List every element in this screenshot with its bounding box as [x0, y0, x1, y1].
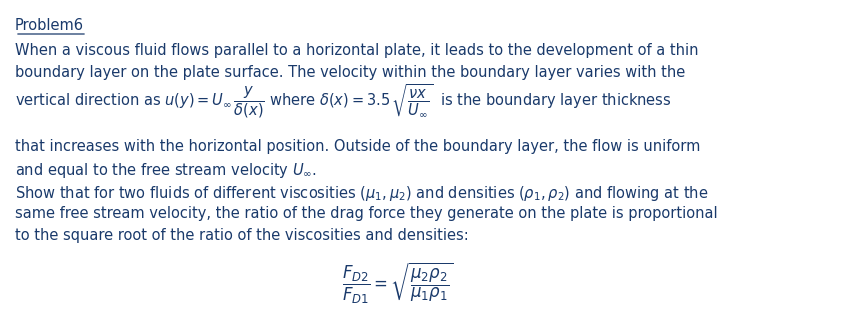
Text: to the square root of the ratio of the viscosities and densities:: to the square root of the ratio of the v… [15, 228, 469, 243]
Text: When a viscous fluid flows parallel to a horizontal plate, it leads to the devel: When a viscous fluid flows parallel to a… [15, 43, 699, 58]
Text: vertical direction as $u(y) = U_{\infty}\,\dfrac{y}{\delta(x)}$ where $\delta(x): vertical direction as $u(y) = U_{\infty}… [15, 82, 672, 119]
Text: that increases with the horizontal position. Outside of the boundary layer, the : that increases with the horizontal posit… [15, 139, 700, 154]
Text: $\dfrac{F_{D2}}{F_{D1}} = \sqrt{\dfrac{\mu_2 \rho_2}{\mu_1 \rho_1}}$: $\dfrac{F_{D2}}{F_{D1}} = \sqrt{\dfrac{\… [342, 260, 453, 305]
Text: boundary layer on the plate surface. The velocity within the boundary layer vari: boundary layer on the plate surface. The… [15, 65, 685, 80]
Text: same free stream velocity, the ratio of the drag force they generate on the plat: same free stream velocity, the ratio of … [15, 206, 717, 221]
Text: Show that for two fluids of different viscosities $(\mu_1, \mu_2)$ and densities: Show that for two fluids of different vi… [15, 184, 708, 203]
Text: and equal to the free stream velocity $U_{\infty}$.: and equal to the free stream velocity $U… [15, 161, 317, 180]
Text: Problem6: Problem6 [15, 18, 84, 33]
